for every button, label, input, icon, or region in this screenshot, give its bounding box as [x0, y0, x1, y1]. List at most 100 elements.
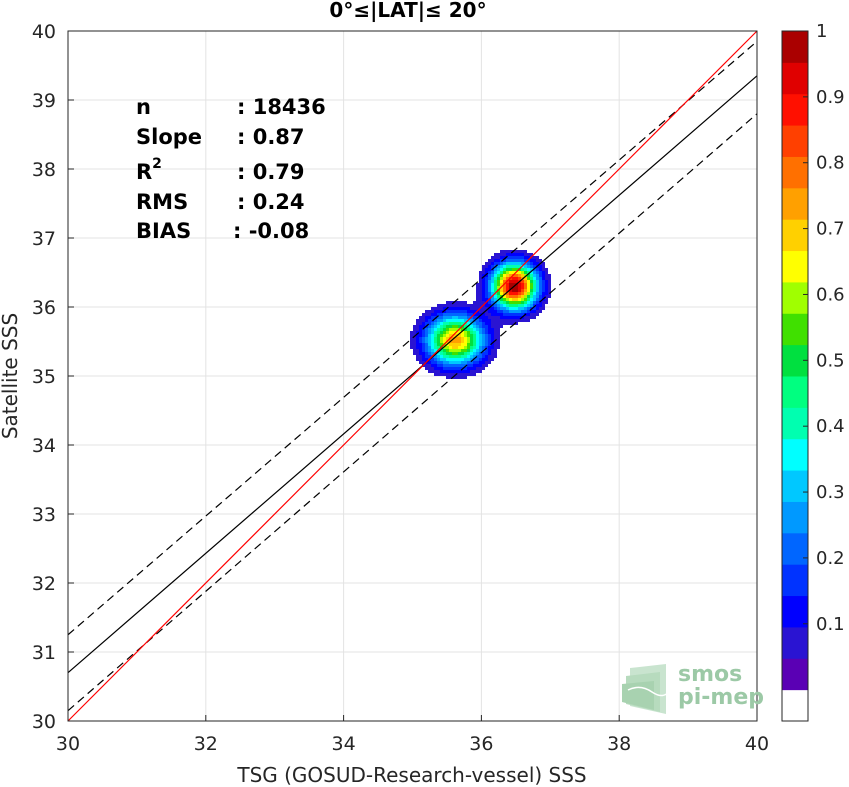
density-cell	[494, 319, 497, 322]
density-cell	[458, 310, 461, 313]
colorbar-cells	[782, 31, 808, 722]
density-cell	[452, 361, 455, 364]
density-cell	[506, 289, 509, 292]
density-cell	[482, 361, 485, 364]
density-cell	[500, 253, 503, 256]
density-cell	[509, 268, 512, 271]
density-cell	[449, 307, 452, 310]
density-cell	[470, 307, 473, 310]
smos-pi-mep-logo: smos pi-mep	[622, 662, 764, 714]
density-cell	[548, 289, 551, 292]
density-cell	[437, 307, 440, 310]
density-cell	[437, 316, 440, 319]
y-tick-label: 30	[32, 711, 56, 733]
density-cell	[488, 361, 491, 364]
x-axis-label: TSG (GOSUD-Research-vessel) SSS	[236, 763, 586, 787]
grid	[68, 31, 757, 721]
stat-rms-value: : 0.24	[237, 190, 305, 214]
density-cell	[446, 376, 449, 379]
density-cell	[476, 313, 479, 316]
density-cell	[488, 304, 491, 307]
density-cell	[482, 265, 485, 268]
density-cell	[509, 274, 512, 277]
density-cell	[458, 337, 461, 340]
density-cell	[434, 313, 437, 316]
density-cell	[488, 343, 491, 346]
density-cell	[470, 331, 473, 334]
density-cell	[428, 322, 431, 325]
density-cell	[485, 286, 488, 289]
density-cell	[494, 271, 497, 274]
density-cell	[440, 313, 443, 316]
density-cell	[494, 316, 497, 319]
density-cell	[446, 337, 449, 340]
density-cell	[452, 364, 455, 367]
density-cell	[497, 283, 500, 286]
density-cell	[479, 313, 482, 316]
density-cell	[464, 319, 467, 322]
density-cell	[485, 319, 488, 322]
density-cell	[452, 352, 455, 355]
density-cell	[416, 349, 419, 352]
density-cell	[518, 271, 521, 274]
density-cell	[482, 301, 485, 304]
density-cell	[524, 310, 527, 313]
density-cell	[506, 250, 509, 253]
density-cell	[440, 367, 443, 370]
density-cell	[494, 346, 497, 349]
density-cell	[506, 271, 509, 274]
density-cell	[485, 277, 488, 280]
density-cell	[518, 301, 521, 304]
density-cell	[488, 331, 491, 334]
density-cell	[473, 352, 476, 355]
density-cell	[515, 280, 518, 283]
density-cell	[431, 364, 434, 367]
density-cell	[521, 262, 524, 265]
density-cell	[467, 346, 470, 349]
colorbar-tick-label: 0.4	[816, 416, 845, 437]
density-cell	[542, 271, 545, 274]
density-cell	[491, 352, 494, 355]
colorbar-tick-label: 0.7	[816, 219, 845, 240]
density-cell	[458, 319, 461, 322]
density-cell	[506, 298, 509, 301]
density-cell	[500, 292, 503, 295]
density-cell	[434, 310, 437, 313]
density-cell	[470, 313, 473, 316]
density-cell	[470, 304, 473, 307]
density-cell	[428, 325, 431, 328]
density-cell	[446, 370, 449, 373]
density-cell	[470, 334, 473, 337]
density-cell	[419, 337, 422, 340]
density-cell	[449, 316, 452, 319]
density-cell	[515, 262, 518, 265]
density-cell	[524, 286, 527, 289]
density-cell	[530, 259, 533, 262]
density-cell	[452, 355, 455, 358]
density-cell	[491, 274, 494, 277]
density-cell	[488, 346, 491, 349]
density-cell	[464, 343, 467, 346]
density-cell	[527, 304, 530, 307]
regression-line	[67, 75, 758, 674]
density-cell	[473, 337, 476, 340]
density-cell	[488, 259, 491, 262]
density-cell	[497, 292, 500, 295]
density-cell	[437, 343, 440, 346]
density-cell	[488, 277, 491, 280]
density-cell	[506, 259, 509, 262]
chart-title: 0°≤|LAT|≤ 20°	[329, 0, 486, 22]
density-cell	[416, 319, 419, 322]
density-cell	[425, 358, 428, 361]
density-cell	[503, 274, 506, 277]
density-cell	[494, 325, 497, 328]
density-cell	[503, 265, 506, 268]
density-cell	[461, 337, 464, 340]
density-cell	[503, 259, 506, 262]
density-cell	[443, 322, 446, 325]
density-cell	[527, 265, 530, 268]
density-cell	[497, 322, 500, 325]
density-cell	[455, 340, 458, 343]
density-cell	[461, 319, 464, 322]
density-cell	[416, 346, 419, 349]
